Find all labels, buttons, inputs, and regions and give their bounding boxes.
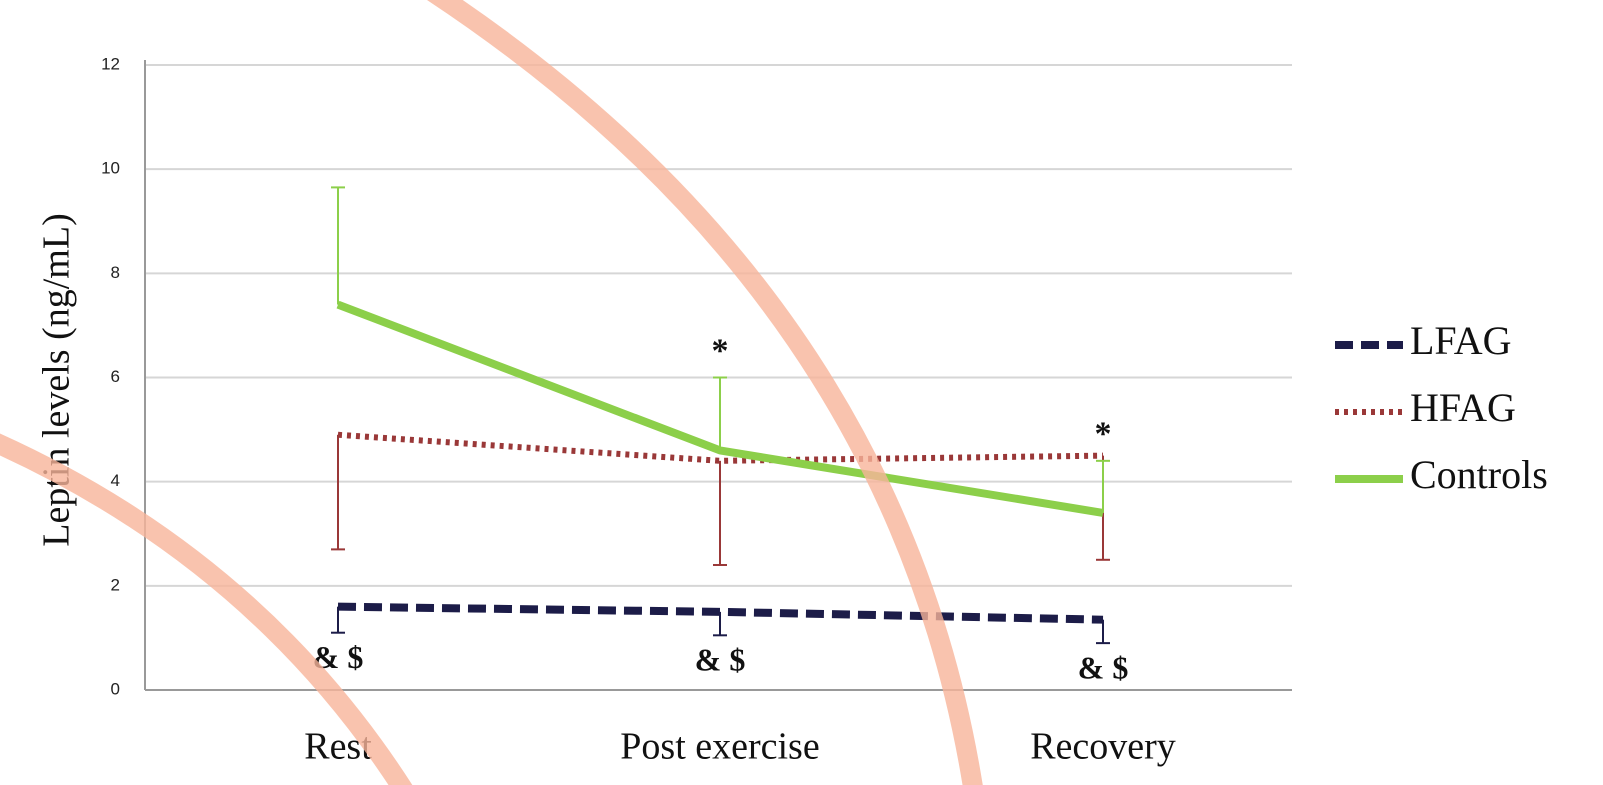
- error-bar: [713, 460, 727, 566]
- error-bar: [331, 434, 345, 551]
- x-tick-label: Post exercise: [620, 726, 819, 768]
- overlay-arc: [0, 433, 413, 785]
- error-bar: [331, 606, 345, 634]
- y-tick-label: 0: [111, 679, 120, 698]
- series-line: [337, 602, 1104, 624]
- error-bar: [713, 376, 727, 451]
- y-tick-label: 10: [101, 159, 120, 178]
- legend-label: Controls: [1410, 452, 1548, 497]
- annotation: & $: [695, 642, 746, 678]
- y-tick-label: 6: [111, 367, 120, 386]
- y-tick-label: 2: [111, 575, 120, 594]
- annotation: *: [1095, 416, 1112, 453]
- error-bar: [331, 186, 345, 305]
- error-bar: [1096, 459, 1110, 513]
- legend-label: LFAG: [1410, 318, 1511, 363]
- annotation: *: [712, 332, 729, 369]
- legend-label: HFAG: [1410, 385, 1516, 430]
- y-tick-label: 8: [111, 263, 120, 282]
- y-tick-label: 4: [111, 471, 120, 490]
- series-line: [336, 300, 1104, 517]
- series-line: [337, 431, 1104, 464]
- y-tick-label: 12: [101, 54, 120, 73]
- error-bar: [1096, 619, 1110, 645]
- y-axis-label: Leptin levels (ng/mL): [36, 213, 78, 546]
- annotation: & $: [1078, 649, 1129, 685]
- x-tick-label: Recovery: [1030, 726, 1176, 768]
- error-bar: [713, 611, 727, 637]
- overlay-arc: [426, 0, 983, 785]
